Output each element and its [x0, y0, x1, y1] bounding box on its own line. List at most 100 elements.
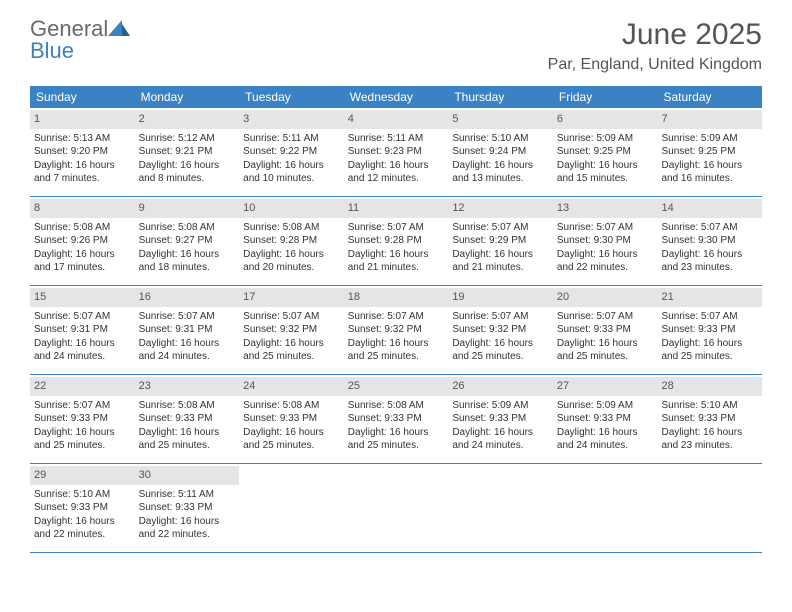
- sunrise-text: Sunrise: 5:07 AM: [348, 221, 445, 235]
- sunrise-text: Sunrise: 5:08 AM: [139, 399, 236, 413]
- day-cell: 25Sunrise: 5:08 AMSunset: 9:33 PMDayligh…: [344, 375, 449, 463]
- day-number: 4: [344, 110, 449, 129]
- daylight-text: Daylight: 16 hours: [243, 337, 340, 351]
- sunset-text: Sunset: 9:20 PM: [34, 145, 131, 159]
- day-cell: 3Sunrise: 5:11 AMSunset: 9:22 PMDaylight…: [239, 108, 344, 196]
- daylight-text: and 25 minutes.: [557, 350, 654, 364]
- day-number: 13: [553, 199, 658, 218]
- daylight-text: Daylight: 16 hours: [348, 337, 445, 351]
- day-number: 21: [657, 288, 762, 307]
- day-number: 6: [553, 110, 658, 129]
- sunset-text: Sunset: 9:32 PM: [243, 323, 340, 337]
- day-cell: 7Sunrise: 5:09 AMSunset: 9:25 PMDaylight…: [657, 108, 762, 196]
- daylight-text: Daylight: 16 hours: [452, 248, 549, 262]
- sunrise-text: Sunrise: 5:09 AM: [452, 399, 549, 413]
- dow-saturday: Saturday: [657, 86, 762, 108]
- sunrise-text: Sunrise: 5:12 AM: [139, 132, 236, 146]
- daylight-text: Daylight: 16 hours: [348, 426, 445, 440]
- day-cell: 4Sunrise: 5:11 AMSunset: 9:23 PMDaylight…: [344, 108, 449, 196]
- week-row: 29Sunrise: 5:10 AMSunset: 9:33 PMDayligh…: [30, 464, 762, 553]
- day-cell: 21Sunrise: 5:07 AMSunset: 9:33 PMDayligh…: [657, 286, 762, 374]
- day-number: 18: [344, 288, 449, 307]
- day-empty: [239, 464, 344, 552]
- daylight-text: Daylight: 16 hours: [348, 159, 445, 173]
- sunrise-text: Sunrise: 5:09 AM: [557, 399, 654, 413]
- day-number: 17: [239, 288, 344, 307]
- day-number: 8: [30, 199, 135, 218]
- daylight-text: Daylight: 16 hours: [557, 248, 654, 262]
- day-cell: 18Sunrise: 5:07 AMSunset: 9:32 PMDayligh…: [344, 286, 449, 374]
- day-cell: 1Sunrise: 5:13 AMSunset: 9:20 PMDaylight…: [30, 108, 135, 196]
- daylight-text: Daylight: 16 hours: [661, 159, 758, 173]
- week-row: 15Sunrise: 5:07 AMSunset: 9:31 PMDayligh…: [30, 286, 762, 375]
- daylight-text: and 10 minutes.: [243, 172, 340, 186]
- sunrise-text: Sunrise: 5:07 AM: [139, 310, 236, 324]
- daylight-text: and 20 minutes.: [243, 261, 340, 275]
- day-cell: 2Sunrise: 5:12 AMSunset: 9:21 PMDaylight…: [135, 108, 240, 196]
- sunrise-text: Sunrise: 5:08 AM: [243, 399, 340, 413]
- logo-word-2: Blue: [30, 38, 74, 63]
- day-cell: 11Sunrise: 5:07 AMSunset: 9:28 PMDayligh…: [344, 197, 449, 285]
- daylight-text: Daylight: 16 hours: [557, 337, 654, 351]
- daylight-text: and 22 minutes.: [139, 528, 236, 542]
- sunset-text: Sunset: 9:25 PM: [557, 145, 654, 159]
- sunset-text: Sunset: 9:24 PM: [452, 145, 549, 159]
- day-number: 22: [30, 377, 135, 396]
- sunrise-text: Sunrise: 5:10 AM: [452, 132, 549, 146]
- daylight-text: Daylight: 16 hours: [557, 426, 654, 440]
- day-cell: 22Sunrise: 5:07 AMSunset: 9:33 PMDayligh…: [30, 375, 135, 463]
- sunset-text: Sunset: 9:33 PM: [557, 412, 654, 426]
- day-number: 15: [30, 288, 135, 307]
- daylight-text: and 17 minutes.: [34, 261, 131, 275]
- day-cell: 14Sunrise: 5:07 AMSunset: 9:30 PMDayligh…: [657, 197, 762, 285]
- daylight-text: and 18 minutes.: [139, 261, 236, 275]
- day-cell: 30Sunrise: 5:11 AMSunset: 9:33 PMDayligh…: [135, 464, 240, 552]
- daylight-text: and 25 minutes.: [348, 439, 445, 453]
- sunrise-text: Sunrise: 5:07 AM: [34, 310, 131, 324]
- location: Par, England, United Kingdom: [548, 56, 762, 74]
- daylight-text: and 22 minutes.: [557, 261, 654, 275]
- sunrise-text: Sunrise: 5:11 AM: [139, 488, 236, 502]
- sunset-text: Sunset: 9:30 PM: [661, 234, 758, 248]
- daylight-text: Daylight: 16 hours: [139, 248, 236, 262]
- sunrise-text: Sunrise: 5:08 AM: [348, 399, 445, 413]
- sunset-text: Sunset: 9:31 PM: [34, 323, 131, 337]
- weeks-container: 1Sunrise: 5:13 AMSunset: 9:20 PMDaylight…: [30, 108, 762, 553]
- day-cell: 8Sunrise: 5:08 AMSunset: 9:26 PMDaylight…: [30, 197, 135, 285]
- dow-wednesday: Wednesday: [344, 86, 449, 108]
- sunrise-text: Sunrise: 5:09 AM: [557, 132, 654, 146]
- sunset-text: Sunset: 9:33 PM: [34, 501, 131, 515]
- sunset-text: Sunset: 9:26 PM: [34, 234, 131, 248]
- day-cell: 15Sunrise: 5:07 AMSunset: 9:31 PMDayligh…: [30, 286, 135, 374]
- dow-sunday: Sunday: [30, 86, 135, 108]
- daylight-text: Daylight: 16 hours: [139, 426, 236, 440]
- daylight-text: and 21 minutes.: [452, 261, 549, 275]
- header: General Blue June 2025 Par, England, Uni…: [0, 0, 792, 80]
- daylight-text: Daylight: 16 hours: [452, 159, 549, 173]
- sunset-text: Sunset: 9:33 PM: [452, 412, 549, 426]
- day-cell: 6Sunrise: 5:09 AMSunset: 9:25 PMDaylight…: [553, 108, 658, 196]
- daylight-text: Daylight: 16 hours: [452, 337, 549, 351]
- daylight-text: Daylight: 16 hours: [661, 426, 758, 440]
- sunset-text: Sunset: 9:33 PM: [243, 412, 340, 426]
- dow-friday: Friday: [553, 86, 658, 108]
- day-number: 11: [344, 199, 449, 218]
- day-cell: 26Sunrise: 5:09 AMSunset: 9:33 PMDayligh…: [448, 375, 553, 463]
- week-row: 1Sunrise: 5:13 AMSunset: 9:20 PMDaylight…: [30, 108, 762, 197]
- day-cell: 28Sunrise: 5:10 AMSunset: 9:33 PMDayligh…: [657, 375, 762, 463]
- logo-text: General Blue: [30, 18, 130, 62]
- daylight-text: Daylight: 16 hours: [139, 337, 236, 351]
- sunset-text: Sunset: 9:33 PM: [557, 323, 654, 337]
- sunrise-text: Sunrise: 5:10 AM: [34, 488, 131, 502]
- sunrise-text: Sunrise: 5:07 AM: [452, 221, 549, 235]
- sunrise-text: Sunrise: 5:10 AM: [661, 399, 758, 413]
- daylight-text: and 8 minutes.: [139, 172, 236, 186]
- daylight-text: Daylight: 16 hours: [243, 248, 340, 262]
- title-block: June 2025 Par, England, United Kingdom: [548, 18, 762, 74]
- day-number: 14: [657, 199, 762, 218]
- sunset-text: Sunset: 9:28 PM: [243, 234, 340, 248]
- day-number: 20: [553, 288, 658, 307]
- daylight-text: and 13 minutes.: [452, 172, 549, 186]
- sunset-text: Sunset: 9:33 PM: [661, 412, 758, 426]
- week-row: 8Sunrise: 5:08 AMSunset: 9:26 PMDaylight…: [30, 197, 762, 286]
